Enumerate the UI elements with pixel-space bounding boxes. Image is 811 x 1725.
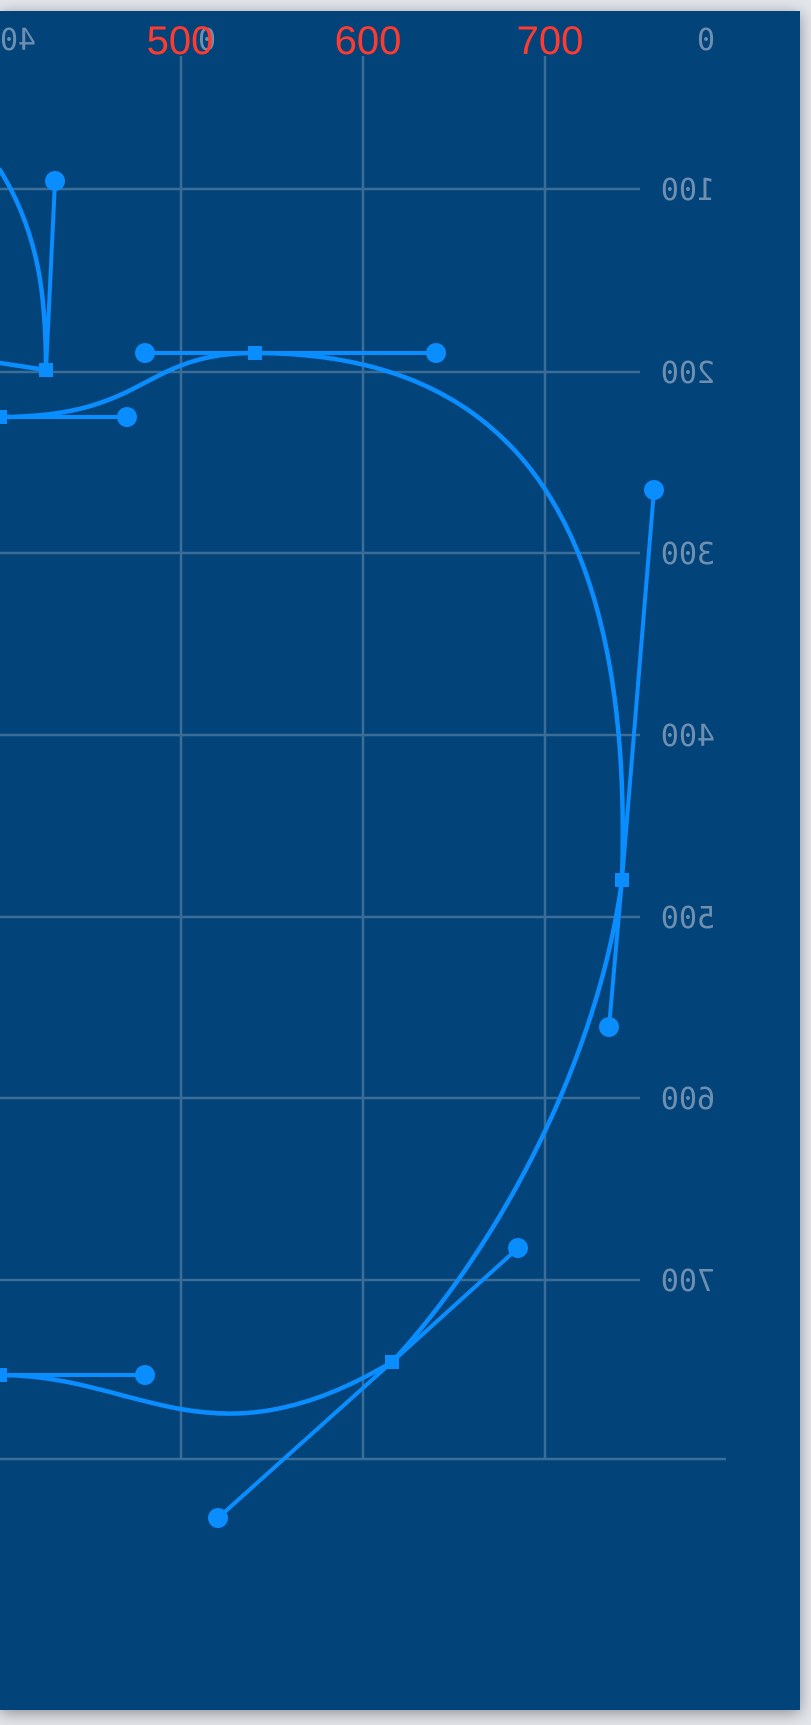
right-tick-label-200: 200: [661, 356, 715, 391]
handle-bottom-upper-line: [390, 1246, 520, 1364]
path-points[interactable]: [0, 171, 664, 1528]
path-segment-right-upper-arc[interactable]: [252, 350, 626, 883]
top-ghost-label-3: 0: [198, 23, 216, 58]
handle-right-top-knob[interactable]: [644, 480, 664, 500]
anchor-bottom-right-point[interactable]: [385, 1355, 399, 1369]
top-ruler-ghost: 0 4 0 0: [0, 23, 715, 58]
handle-bottom-lower-line: [216, 1360, 394, 1520]
anchor-right-point[interactable]: [615, 873, 629, 887]
top-ghost-label-1: 0: [0, 23, 18, 58]
path-segment-upper-left-curve[interactable]: [0, 167, 49, 373]
right-tick-label-100: 100: [661, 173, 715, 208]
handle-bottom-upper-knob[interactable]: [508, 1238, 528, 1258]
bezier-path[interactable]: [0, 167, 626, 1416]
right-tick-label-500: 500: [661, 901, 715, 936]
path-segment-bottom-s-curve[interactable]: [0, 1359, 395, 1416]
handle-left-mid-knob[interactable]: [117, 407, 137, 427]
path-editor-canvas[interactable]: [0, 11, 800, 1710]
right-tick-label-300: 300: [661, 537, 715, 572]
top-ghost-label-2: 4: [18, 23, 36, 58]
path-segment-top-left-stub[interactable]: [0, 360, 49, 373]
handle-bottom-lower-knob[interactable]: [208, 1508, 228, 1528]
control-handles[interactable]: [0, 180, 656, 1520]
anchor-left-mid-point[interactable]: [0, 410, 7, 424]
top-tick-label-700: 700: [517, 19, 584, 63]
right-tick-label-700: 700: [661, 1264, 715, 1299]
handle-top-right-knob[interactable]: [426, 343, 446, 363]
anchor-upper-left-point[interactable]: [39, 363, 53, 377]
handle-top-left-knob[interactable]: [135, 343, 155, 363]
vertical-grid: [179, 56, 547, 1459]
handle-right-top-line: [620, 489, 656, 881]
top-ghost-label-4: 0: [697, 23, 715, 58]
right-tick-label-600: 600: [661, 1082, 715, 1117]
handle-right-bottom-knob[interactable]: [599, 1017, 619, 1037]
handle-upper-left-knob[interactable]: [45, 171, 65, 191]
horizontal-grid: [0, 187, 726, 1461]
path-segment-right-lower-arc[interactable]: [389, 877, 625, 1365]
top-tick-label-600: 600: [335, 19, 402, 63]
anchor-top-point[interactable]: [248, 346, 262, 360]
top-ruler: 500 600 700: [147, 19, 584, 63]
anchor-left-bottom-point[interactable]: [0, 1368, 7, 1382]
top-tick-label-500: 500: [147, 19, 214, 63]
handle-left-bottom-knob[interactable]: [135, 1365, 155, 1385]
right-tick-label-400: 400: [661, 719, 715, 754]
right-ruler: 100 200 300 400 500 600 700: [661, 173, 715, 1299]
path-segment-upper-s-curve[interactable]: [0, 350, 258, 420]
